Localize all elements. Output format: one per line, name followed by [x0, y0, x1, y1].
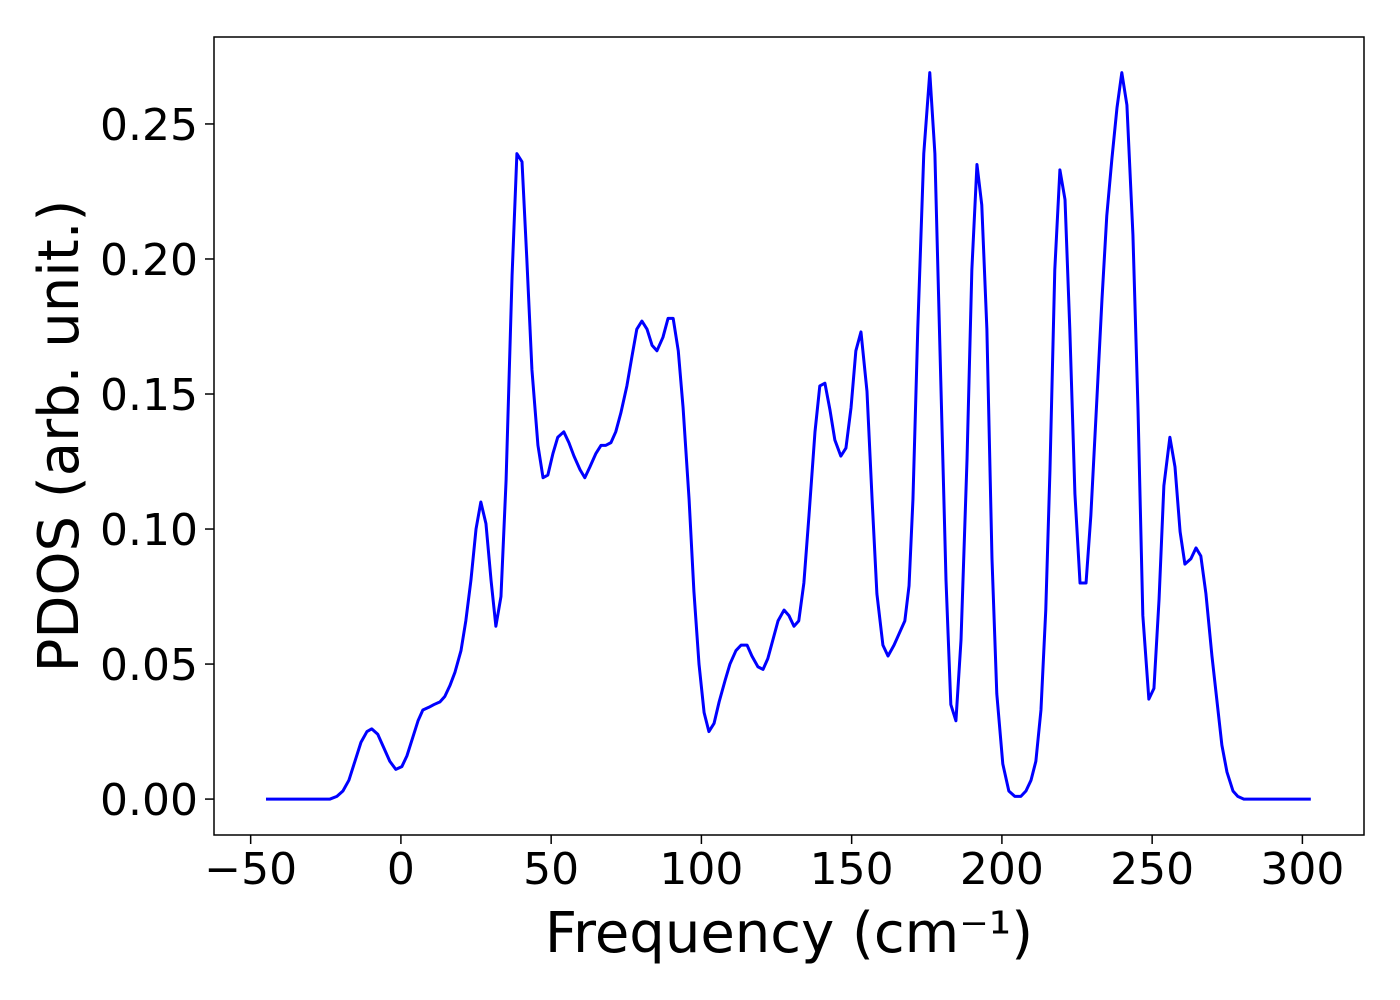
x-tick-label: 250 [1110, 844, 1194, 895]
y-tick-label: 0.00 [100, 775, 198, 826]
y-tick-label: 0.15 [100, 370, 198, 421]
y-tick-label: 0.25 [100, 100, 198, 151]
x-tick-label: 300 [1260, 844, 1344, 895]
x-axis-label: Frequency (cm⁻¹) [545, 901, 1033, 966]
y-tick-label: 0.05 [100, 640, 198, 691]
data-line [265, 71, 1311, 801]
x-tick-label: 0 [387, 844, 415, 895]
x-tick-label: −50 [204, 844, 297, 895]
x-tick-label: 200 [960, 844, 1044, 895]
y-tick-label: 0.20 [100, 235, 198, 286]
y-tick-label: 0.10 [100, 505, 198, 556]
y-axis-label: PDOS (arb. unit.) [27, 200, 92, 673]
x-tick-label: 50 [523, 844, 579, 895]
x-tick-label: 150 [810, 844, 894, 895]
x-tick-label: 100 [659, 844, 743, 895]
plot-frame [213, 36, 1365, 836]
